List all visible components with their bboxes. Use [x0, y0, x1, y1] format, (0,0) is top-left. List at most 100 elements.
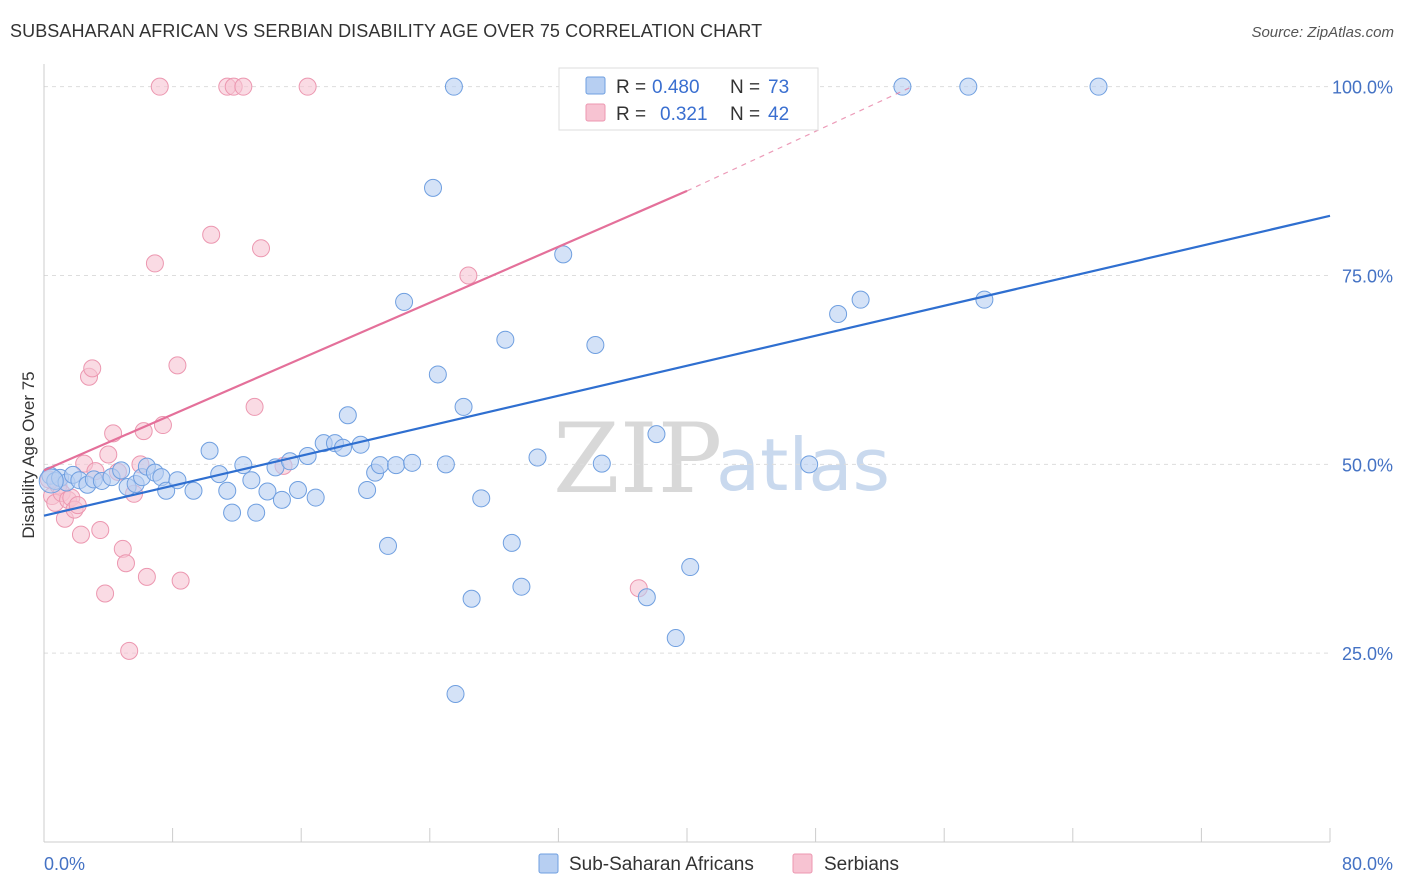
sub-saharan-point-62 — [647, 425, 666, 444]
sub-saharan-point-42 — [379, 536, 398, 555]
serbians-trend-line — [43, 189, 688, 472]
watermark-zip: ZIP — [553, 403, 722, 515]
sub-saharan-point-64 — [681, 558, 700, 577]
sub-saharan-point-10 — [112, 461, 131, 480]
x-tick-label-1: 80.0% — [1342, 854, 1393, 874]
serbians-point-41 — [150, 77, 169, 96]
axes — [43, 64, 1331, 843]
serbians-point-30 — [171, 571, 190, 590]
sub-saharan-point-65 — [800, 455, 819, 474]
legend-swatch-pink — [585, 103, 606, 122]
sub-saharan-point-44 — [395, 292, 414, 311]
serbians-point-29 — [168, 356, 187, 375]
serbians-point-27 — [145, 254, 164, 273]
serbians-point-17 — [99, 445, 118, 464]
chart-title: SUBSAHARAN AFRICAN VS SERBIAN DISABILITY… — [10, 21, 763, 41]
legend-n-label-blue: N = — [730, 77, 760, 98]
sub-saharan-point-70 — [975, 290, 994, 309]
serbians-point-26 — [137, 567, 156, 586]
sub-saharan-point-61 — [637, 588, 656, 607]
sub-saharan-point-30 — [280, 452, 299, 471]
sub-saharan-point-37 — [338, 406, 357, 425]
serbians-point-10 — [71, 525, 90, 544]
sub-saharan-point-49 — [446, 684, 465, 703]
serbians-point-36 — [252, 239, 271, 258]
sub-saharan-point-51 — [462, 589, 481, 608]
legend-swatch-blue — [585, 76, 606, 95]
watermark: ZIP atlas — [553, 403, 890, 515]
serbians-point-15 — [91, 521, 110, 540]
serbians-point-31 — [202, 225, 221, 244]
sub-saharan-point-52 — [472, 489, 491, 508]
legend-n-label-pink: N = — [730, 104, 760, 125]
legend-r-value-pink: 0.321 — [660, 104, 708, 125]
serbians-point-9 — [68, 496, 87, 515]
sub-saharan-point-29 — [272, 490, 291, 509]
legend-r-label-blue: R = — [616, 77, 646, 98]
serbians-point-35 — [245, 397, 264, 416]
sub-saharan-point-43 — [387, 456, 406, 475]
x-tick-labels: 0.0% 80.0% — [44, 854, 1393, 874]
y-tick-labels: 25.0% 50.0% 75.0% 100.0% — [1332, 78, 1393, 665]
sub-saharan-point-31 — [288, 481, 307, 500]
serbians-point-38 — [298, 77, 317, 96]
sub-saharan-point-20 — [200, 441, 219, 460]
series-legend-label-sub-saharan: Sub-Saharan Africans — [569, 854, 754, 875]
sub-saharan-point-67 — [851, 290, 870, 309]
sub-saharan-point-72 — [444, 77, 463, 96]
sub-saharan-point-41 — [370, 456, 389, 475]
sub-saharan-point-60 — [592, 454, 611, 473]
serbians-point-39 — [459, 266, 478, 285]
sub-saharan-point-22 — [218, 481, 237, 500]
sub-saharan-point-39 — [358, 481, 377, 500]
serbians-point-13 — [83, 359, 102, 378]
sub-saharan-point-71 — [1089, 77, 1108, 96]
x-tick-label-0: 0.0% — [44, 854, 85, 874]
serbians-point-22 — [120, 641, 139, 660]
sub-saharan-point-59 — [586, 335, 605, 354]
serbians-point-34 — [234, 77, 253, 96]
legend-n-value-pink: 42 — [768, 104, 789, 125]
y-tick-label-3: 100.0% — [1332, 78, 1393, 98]
sub-saharan-point-68 — [893, 77, 912, 96]
sub-saharan-point-19 — [184, 481, 203, 500]
sub-saharan-points — [38, 77, 1108, 703]
sub-saharan-trend-line — [43, 214, 1331, 517]
sub-saharan-cluster-point — [38, 468, 64, 494]
serbians-trend-extension — [686, 86, 913, 192]
sub-saharan-point-53 — [496, 330, 515, 349]
sub-saharan-point-25 — [242, 471, 261, 490]
series-legend-swatch-pink — [792, 853, 813, 874]
trend-lines — [43, 86, 1331, 517]
series-legend: Sub-Saharan Africans Serbians — [538, 853, 899, 875]
legend-n-value-blue: 73 — [768, 77, 789, 98]
sub-saharan-point-50 — [454, 397, 473, 416]
sub-saharan-point-55 — [512, 577, 531, 596]
serbians-point-16 — [96, 584, 115, 603]
series-legend-swatch-blue — [538, 853, 559, 874]
series-legend-label-serbians: Serbians — [824, 854, 899, 875]
y-tick-label-0: 25.0% — [1342, 644, 1393, 664]
sub-saharan-point-69 — [959, 77, 978, 96]
sub-saharan-point-46 — [424, 178, 443, 197]
sub-saharan-point-45 — [403, 453, 422, 472]
sub-saharan-point-48 — [436, 455, 455, 474]
y-tick-label-2: 75.0% — [1342, 266, 1393, 286]
serbians-point-21 — [116, 554, 135, 573]
sub-saharan-point-26 — [247, 503, 266, 522]
sub-saharan-point-27 — [258, 482, 277, 501]
y-tick-label-1: 50.0% — [1342, 455, 1393, 475]
sub-saharan-point-63 — [666, 629, 685, 648]
legend-r-value-blue: 0.480 — [652, 77, 700, 98]
sub-saharan-point-47 — [428, 365, 447, 384]
sub-saharan-point-38 — [351, 435, 370, 454]
sub-saharan-point-33 — [306, 488, 325, 507]
sub-saharan-point-23 — [223, 503, 242, 522]
y-axis-title: Disability Age Over 75 — [19, 371, 38, 538]
correlation-legend: R = 0.480 N = 73 R = 0.321 N = 42 — [558, 67, 819, 131]
serbians-points — [39, 77, 648, 660]
sub-saharan-point-66 — [829, 305, 848, 324]
source-label: Source: ZipAtlas.com — [1251, 24, 1394, 41]
sub-saharan-point-56 — [528, 448, 547, 467]
